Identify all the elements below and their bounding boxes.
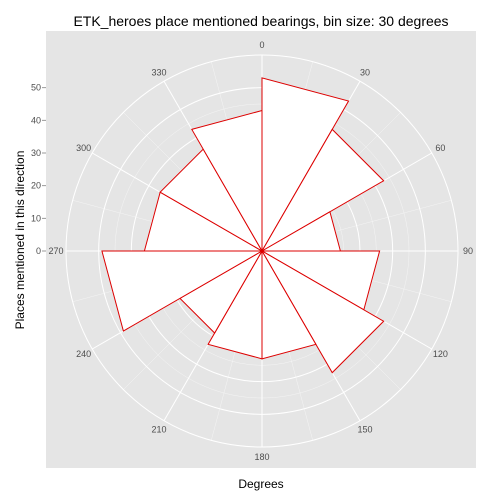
- angle-tick-label-60: 60: [435, 143, 445, 153]
- angle-tick-label-180: 180: [254, 452, 269, 462]
- radial-tick-label-20: 20: [31, 181, 41, 191]
- radial-tick-label-0: 0: [36, 246, 41, 256]
- angle-tick-label-240: 240: [76, 349, 91, 359]
- angle-tick-label-0: 0: [259, 40, 264, 50]
- angle-tick-label-90: 90: [463, 246, 473, 256]
- angle-tick-label-210: 210: [151, 424, 166, 434]
- radial-tick-label-40: 40: [31, 115, 41, 125]
- angle-tick-label-270: 270: [48, 246, 63, 256]
- angle-tick-label-30: 30: [360, 68, 370, 78]
- bar-layer: [101, 77, 385, 374]
- angle-tick-label-120: 120: [433, 349, 448, 359]
- radial-tick-label-10: 10: [31, 213, 41, 223]
- bar-330-360: [191, 109, 263, 253]
- radial-tick-label-30: 30: [31, 148, 41, 158]
- angle-tick-label-150: 150: [357, 424, 372, 434]
- angle-tick-label-300: 300: [76, 143, 91, 153]
- chart-title: ETK_heroes place mentioned bearings, bin…: [73, 13, 449, 29]
- radial-tick-label-50: 50: [31, 83, 41, 93]
- x-axis-label: Degrees: [238, 477, 284, 491]
- angle-tick-label-330: 330: [151, 68, 166, 78]
- label-layer: 0 30 60 90 120 150 180 210 240 270 300 330 0 10 20 30 40…: [31, 40, 473, 462]
